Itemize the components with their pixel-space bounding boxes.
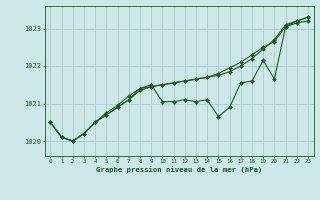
X-axis label: Graphe pression niveau de la mer (hPa): Graphe pression niveau de la mer (hPa) bbox=[96, 166, 262, 173]
